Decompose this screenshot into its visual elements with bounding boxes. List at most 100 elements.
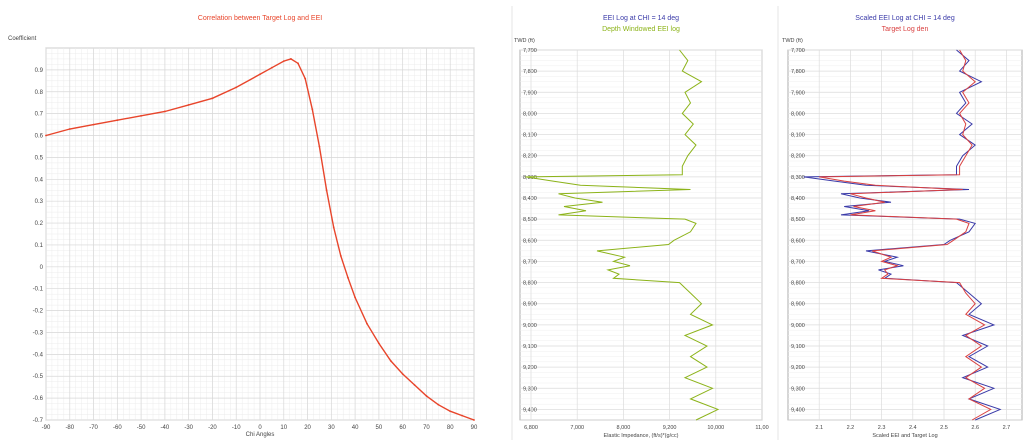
- x-axis-label-track: Scaled EEI and Target Log: [872, 433, 937, 439]
- y-tick-label-correlation: 0.7: [35, 112, 44, 118]
- data-point-correlation: [318, 145, 321, 148]
- x-tick-label-correlation: -40: [161, 425, 170, 431]
- data-point-correlation: [211, 97, 214, 100]
- y-tick-label-track: 7,900: [791, 90, 805, 96]
- x-tick-label-correlation: 40: [352, 425, 359, 431]
- data-point-correlation: [449, 410, 452, 413]
- y-axis-label-correlation: Coefficient: [8, 36, 37, 42]
- data-point-correlation: [461, 414, 464, 417]
- x-tick-label-track: 2.6: [971, 425, 979, 431]
- data-point-correlation: [311, 108, 314, 111]
- y-tick-label-track: 8,600: [791, 238, 805, 244]
- y-tick-label-correlation: 0.8: [35, 90, 44, 96]
- y-tick-label-track: 8,000: [523, 111, 537, 117]
- x-tick-label-correlation: 20: [304, 425, 311, 431]
- y-tick-label-track: 8,700: [523, 259, 537, 265]
- y-tick-label-track: 8,800: [523, 281, 537, 287]
- y-tick-label-track: 7,700: [523, 48, 537, 54]
- y-tick-label-track: 8,500: [791, 217, 805, 223]
- data-point-correlation: [425, 395, 428, 397]
- x-tick-label-correlation: -10: [232, 425, 241, 431]
- y-tick-label-track: 9,100: [523, 344, 537, 350]
- y-tick-label-track: 7,900: [523, 90, 537, 96]
- y-tick-label-track: 8,000: [791, 111, 805, 117]
- data-point-correlation: [187, 103, 190, 106]
- y-tick-label-correlation: 0.2: [35, 221, 44, 227]
- y-axis-label-track: TWD (ft): [514, 38, 535, 44]
- y-tick-label-track: 9,300: [523, 386, 537, 392]
- y-tick-label-correlation: -0.5: [33, 374, 44, 380]
- y-tick-label-track: 7,800: [523, 69, 537, 75]
- data-point-correlation: [413, 384, 416, 386]
- y-axis-label-track: TWD (ft): [782, 38, 803, 44]
- data-point-correlation: [354, 296, 357, 299]
- y-tick-label-track: 7,700: [791, 48, 805, 54]
- y-tick-label-correlation: 0: [40, 265, 44, 271]
- data-point-correlation: [140, 114, 143, 117]
- y-tick-label-track: 8,500: [523, 217, 537, 223]
- chart-title-correlation: Correlation between Target Log and EEI: [198, 15, 322, 22]
- y-tick-label-track: 8,900: [791, 302, 805, 308]
- x-axis-label-correlation: Chi Angles: [246, 432, 275, 438]
- data-point-correlation: [473, 419, 475, 421]
- series-line-track-1-0: [525, 49, 720, 421]
- y-tick-label-track: 9,400: [791, 407, 805, 413]
- data-point-correlation: [401, 373, 404, 375]
- data-point-correlation: [163, 110, 166, 113]
- data-point-correlation: [389, 360, 392, 362]
- data-point-correlation: [68, 128, 71, 130]
- x-tick-label-track: 6,800: [524, 425, 538, 431]
- y-tick-label-track: 8,700: [791, 259, 805, 265]
- chart-subtitle-track: Depth Windowed EEI log: [602, 26, 680, 33]
- x-tick-label-correlation: -50: [137, 425, 146, 431]
- y-tick-label-correlation: 0.1: [35, 243, 44, 249]
- y-tick-label-correlation: 0.9: [35, 68, 44, 74]
- y-tick-label-correlation: 0.3: [35, 199, 44, 205]
- x-tick-label-track: 2.5: [940, 425, 948, 431]
- x-tick-label-correlation: 50: [376, 425, 383, 431]
- data-point-correlation: [339, 254, 342, 257]
- x-tick-label-correlation: 30: [328, 425, 335, 431]
- data-point-correlation: [304, 77, 307, 80]
- data-point-correlation: [259, 73, 261, 76]
- series-line-track-2-0: [803, 49, 1002, 421]
- chart-subtitle-track: Target Log den: [882, 26, 929, 33]
- y-tick-label-track: 9,200: [523, 365, 537, 371]
- y-tick-label-correlation: 0.4: [35, 177, 44, 183]
- x-tick-label-track: 9,200: [663, 425, 677, 431]
- y-tick-label-track: 8,100: [523, 133, 537, 139]
- x-tick-label-correlation: 90: [471, 425, 478, 431]
- y-tick-label-track: 9,000: [791, 323, 805, 329]
- data-point-correlation: [325, 189, 328, 192]
- series-line-correlation: [45, 58, 475, 421]
- x-tick-label-correlation: 60: [399, 425, 406, 431]
- x-axis-label-track: Elastic Impedance, (ft/s)*(g/cc): [604, 433, 679, 439]
- x-tick-label-track: 2.4: [909, 425, 917, 431]
- x-tick-label-correlation: -90: [42, 425, 51, 431]
- y-tick-label-correlation: -0.1: [33, 287, 44, 293]
- y-tick-label-track: 8,200: [523, 154, 537, 160]
- x-tick-label-track: 7,000: [570, 425, 584, 431]
- y-tick-label-correlation: -0.7: [33, 418, 44, 424]
- x-tick-label-correlation: -60: [113, 425, 122, 431]
- y-tick-label-correlation: 0.6: [35, 134, 44, 140]
- y-tick-label-track: 8,600: [523, 238, 537, 244]
- data-point-correlation: [45, 134, 47, 137]
- y-tick-label-track: 8,100: [791, 133, 805, 139]
- y-tick-label-track: 9,400: [523, 407, 537, 413]
- chart-title-track: EEI Log at CHI = 14 deg: [603, 15, 679, 22]
- x-tick-label-correlation: -20: [208, 425, 217, 431]
- x-tick-label-track: 2.7: [1003, 425, 1011, 431]
- data-point-correlation: [437, 403, 440, 406]
- data-point-correlation: [366, 322, 368, 325]
- y-tick-label-track: 8,400: [523, 196, 537, 202]
- data-point-correlation: [116, 119, 119, 122]
- y-tick-label-correlation: 0.5: [35, 155, 44, 161]
- x-tick-label-track: 2.2: [847, 425, 855, 431]
- data-point-correlation: [377, 342, 380, 345]
- data-point-correlation: [290, 58, 292, 60]
- y-tick-label-track: 8,900: [523, 302, 537, 308]
- x-tick-label-correlation: -70: [89, 425, 98, 431]
- y-tick-label-track: 9,100: [791, 344, 805, 350]
